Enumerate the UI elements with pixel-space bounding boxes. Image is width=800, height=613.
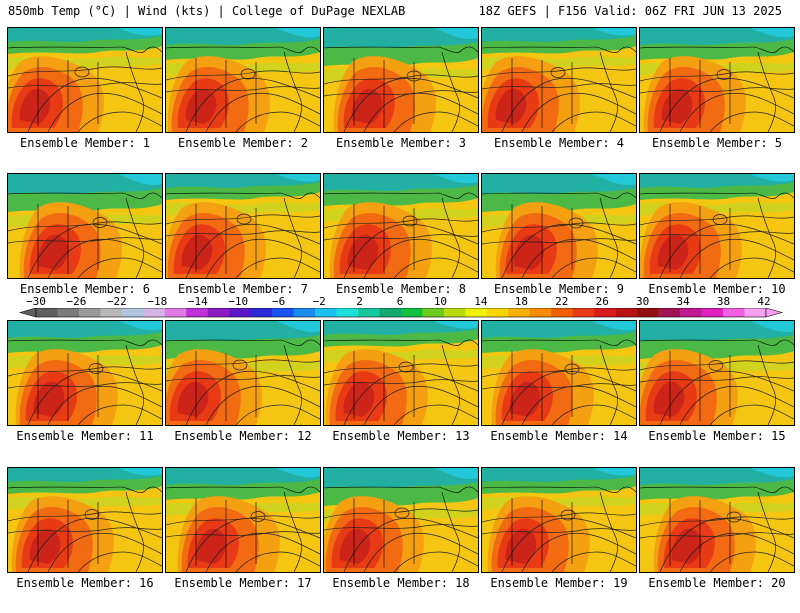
ensemble-panel: Ensemble Member: 10 <box>639 173 795 319</box>
ensemble-member-label: Ensemble Member: 4 <box>493 136 625 150</box>
temperature-map <box>481 320 637 426</box>
ensemble-panel: Ensemble Member: 16 <box>7 467 163 613</box>
temperature-map <box>7 27 163 133</box>
colorbar-tick-label: 38 <box>716 295 731 308</box>
ensemble-panel: Ensemble Member: 2 <box>165 27 321 173</box>
ensemble-panel: Ensemble Member: 14 <box>481 320 637 466</box>
chart-header-left: 850mb Temp (°C) | Wind (kts) | College o… <box>8 4 406 18</box>
temperature-map <box>7 173 163 279</box>
colorbar-tick-label: 30 <box>636 295 650 308</box>
ensemble-member-label: Ensemble Member: 16 <box>16 576 154 590</box>
ensemble-member-label: Ensemble Member: 9 <box>493 282 625 296</box>
ensemble-member-label: Ensemble Member: 7 <box>177 282 309 296</box>
colorbar-strip <box>18 308 784 318</box>
ensemble-panel: Ensemble Member: 18 <box>323 467 479 613</box>
temperature-map <box>323 320 479 426</box>
colorbar-tick-label: 42 <box>757 295 771 308</box>
temperature-map <box>7 467 163 573</box>
ensemble-member-label: Ensemble Member: 3 <box>335 136 467 150</box>
ensemble-panel: Ensemble Member: 3 <box>323 27 479 173</box>
ensemble-panel: Ensemble Member: 1 <box>7 27 163 173</box>
ensemble-panel: Ensemble Member: 20 <box>639 467 795 613</box>
ensemble-panel: Ensemble Member: 4 <box>481 27 637 173</box>
ensemble-panel: Ensemble Member: 12 <box>165 320 321 466</box>
temperature-map <box>165 320 321 426</box>
colorbar-tick-label: −6 <box>272 295 286 308</box>
colorbar-tick-label: 10 <box>433 295 448 308</box>
ensemble-member-label: Ensemble Member: 20 <box>648 576 786 590</box>
ensemble-member-label: Ensemble Member: 11 <box>16 429 154 443</box>
ensemble-panel: Ensemble Member: 6 <box>7 173 163 319</box>
temperature-map <box>323 173 479 279</box>
ensemble-panel: Ensemble Member: 7 <box>165 173 321 319</box>
colorbar-tick-label: −2 <box>312 295 326 308</box>
colorbar-tick-label: −10 <box>228 295 249 308</box>
temperature-map <box>165 467 321 573</box>
ensemble-panel: Ensemble Member: 15 <box>639 320 795 466</box>
ensemble-member-label: Ensemble Member: 12 <box>174 429 312 443</box>
ensemble-panel: Ensemble Member: 17 <box>165 467 321 613</box>
colorbar-tick-label: 34 <box>676 295 690 308</box>
temperature-map <box>165 173 321 279</box>
ensemble-member-label: Ensemble Member: 10 <box>648 282 786 296</box>
ensemble-member-label: Ensemble Member: 6 <box>19 282 151 296</box>
ensemble-member-label: Ensemble Member: 14 <box>490 429 628 443</box>
colorbar-tick-label: 2 <box>356 295 363 308</box>
temperature-map <box>481 173 637 279</box>
colorbar-tick-label: 6 <box>396 295 404 308</box>
ensemble-panel: Ensemble Member: 5 <box>639 27 795 173</box>
colorbar-tick-label: −30 <box>26 295 46 308</box>
temperature-map <box>481 467 637 573</box>
ensemble-panel: Ensemble Member: 8 <box>323 173 479 319</box>
temperature-map <box>639 173 795 279</box>
colorbar-tick-label: 22 <box>555 295 569 308</box>
temperature-map <box>7 320 163 426</box>
temperature-map <box>323 27 479 133</box>
temperature-map <box>639 27 795 133</box>
ensemble-member-label: Ensemble Member: 17 <box>174 576 312 590</box>
temperature-map <box>639 467 795 573</box>
ensemble-member-label: Ensemble Member: 19 <box>490 576 628 590</box>
colorbar-tick-label: 26 <box>595 295 609 308</box>
chart-header-right: 18Z GEFS | F156 Valid: 06Z FRI JUN 13 20… <box>478 4 782 18</box>
ensemble-member-label: Ensemble Member: 8 <box>335 282 467 296</box>
colorbar-tick-label: −22 <box>106 295 127 308</box>
colorbar-tick-label: −18 <box>147 295 168 308</box>
ensemble-member-label: Ensemble Member: 18 <box>332 576 470 590</box>
colorbar-tick-label: 14 <box>474 295 488 308</box>
ensemble-member-label: Ensemble Member: 5 <box>651 136 783 150</box>
colorbar-tick-label: −14 <box>187 295 208 308</box>
colorbar-tick-label: −26 <box>66 295 87 308</box>
ensemble-member-label: Ensemble Member: 15 <box>648 429 786 443</box>
ensemble-member-label: Ensemble Member: 13 <box>332 429 470 443</box>
ensemble-member-label: Ensemble Member: 2 <box>177 136 309 150</box>
temperature-map <box>165 27 321 133</box>
ensemble-panel: Ensemble Member: 9 <box>481 173 637 319</box>
ensemble-panel: Ensemble Member: 11 <box>7 320 163 466</box>
ensemble-panel: Ensemble Member: 19 <box>481 467 637 613</box>
ensemble-member-label: Ensemble Member: 1 <box>19 136 151 150</box>
temperature-colorbar: −30 −26 −22 −18 −14 −10 −6 −2 2 6 10 14 18 22 26 30 34 38… <box>0 296 800 320</box>
temperature-map <box>323 467 479 573</box>
temperature-map <box>639 320 795 426</box>
temperature-map <box>481 27 637 133</box>
ensemble-panel: Ensemble Member: 13 <box>323 320 479 466</box>
colorbar-tick-label: 18 <box>514 295 528 308</box>
